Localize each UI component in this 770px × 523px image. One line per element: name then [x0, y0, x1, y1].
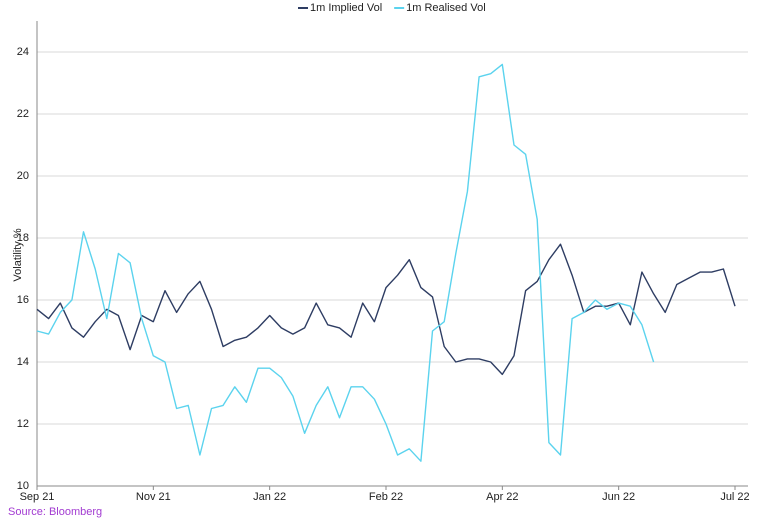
- y-tick-label: 20: [17, 170, 29, 182]
- series-line: [36, 243, 736, 376]
- x-tick-label: Jul 22: [720, 491, 749, 503]
- source-note: Source: Bloomberg: [8, 506, 102, 518]
- y-tick-label: 18: [17, 232, 29, 244]
- y-tick-label: 14: [17, 356, 29, 368]
- y-tick-label: 22: [17, 108, 29, 120]
- y-tick-label: 10: [17, 480, 29, 492]
- y-axis-label: Volatility %: [12, 228, 24, 281]
- x-tick-label: Nov 21: [136, 491, 171, 503]
- y-tick-label: 16: [17, 294, 29, 306]
- y-tick-label: 12: [17, 418, 29, 430]
- legend-label: 1m Implied Vol: [310, 2, 382, 14]
- legend-label: 1m Realised Vol: [406, 2, 486, 14]
- x-tick-label: Feb 22: [369, 491, 403, 503]
- x-tick-label: Sep 21: [20, 491, 55, 503]
- y-tick-label: 24: [17, 46, 29, 58]
- x-tick-label: Apr 22: [486, 491, 518, 503]
- x-tick-label: Jun 22: [602, 491, 635, 503]
- x-tick-label: Jan 22: [253, 491, 286, 503]
- series-line: [36, 63, 655, 462]
